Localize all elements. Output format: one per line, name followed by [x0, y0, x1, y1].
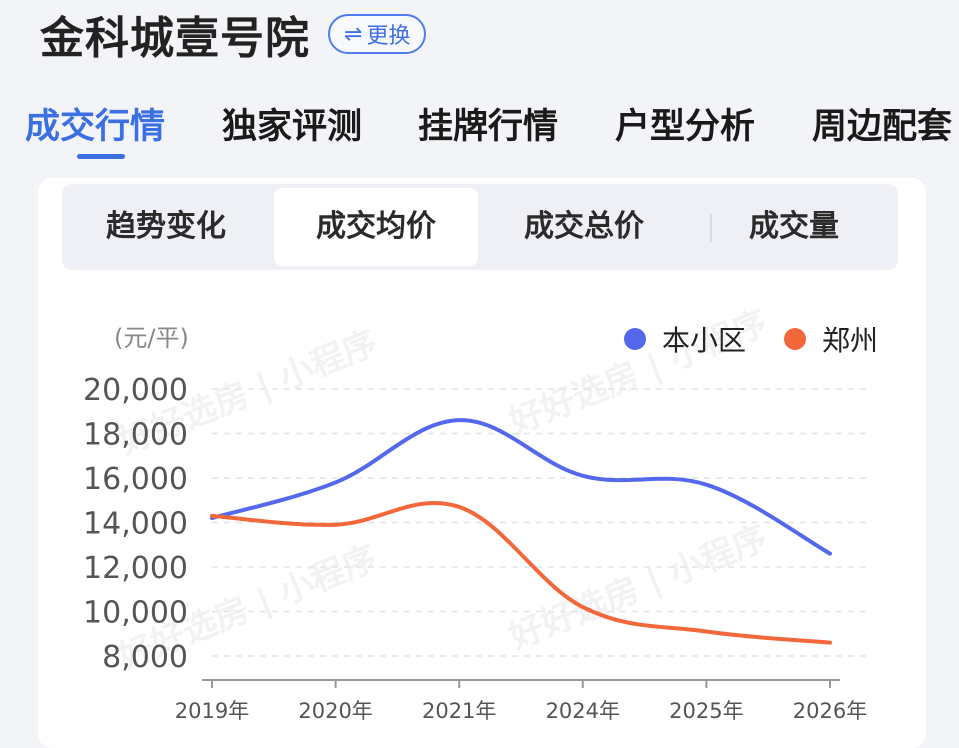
x-tick-label: 2025年: [669, 699, 743, 723]
legend-label-zhengzhou: 郑州: [822, 324, 878, 357]
x-axis-ticks: 2019年 2020年 2021年 2024年 2025年 2026年: [175, 680, 867, 723]
y-axis-unit-label: (元/平): [114, 324, 189, 352]
y-tick-label: 14,000: [83, 507, 188, 542]
y-tick-label: 8,000: [102, 640, 188, 675]
header: 金科城壹号院 ⇌ 更换: [40, 4, 427, 64]
legend-dot-zhengzhou: [784, 328, 806, 350]
subtab-total-price[interactable]: 成交总价: [524, 209, 644, 244]
x-tick-label: 2019年: [175, 699, 249, 723]
x-tick-label: 2020年: [298, 699, 372, 723]
x-tick-label: 2024年: [546, 699, 620, 723]
community-title: 金科城壹号院: [40, 13, 310, 64]
y-tick-label: 10,000: [83, 596, 188, 631]
switch-icon: ⇌: [344, 21, 363, 47]
y-axis-ticks: 20,000 18,000 16,000 14,000 12,000 10,000 8,00…: [83, 373, 188, 675]
chart-gridlines: [202, 388, 870, 681]
legend-dot-community: [624, 328, 646, 350]
x-tick-label: 2021年: [422, 699, 496, 723]
subtab-trend[interactable]: 趋势变化: [106, 209, 226, 244]
subtab-divider: [710, 214, 712, 242]
switch-community-button[interactable]: ⇌ 更换: [328, 14, 427, 54]
tab-transactions[interactable]: 成交行情: [25, 107, 166, 147]
series-line-community: [210, 418, 832, 556]
switch-label: 更换: [366, 24, 411, 49]
x-tick-label: 2026年: [793, 699, 867, 723]
subtab-volume[interactable]: 成交量: [749, 209, 839, 244]
y-tick-label: 20,000: [83, 373, 188, 408]
tab-evaluation[interactable]: 独家评测: [222, 107, 363, 147]
legend-label-community: 本小区: [662, 324, 746, 357]
y-tick-label: 16,000: [83, 462, 188, 497]
y-tick-label: 18,000: [83, 418, 188, 453]
tab-listings[interactable]: 挂牌行情: [418, 107, 559, 147]
tab-floorplan[interactable]: 户型分析: [615, 107, 756, 147]
chart-legend: 本小区 郑州: [624, 324, 878, 357]
subtab-bar: 趋势变化 成交均价 成交总价 成交量: [62, 184, 898, 270]
series-line-zhengzhou: [210, 500, 832, 645]
active-tab-indicator: [77, 154, 125, 159]
chart-card: 趋势变化 成交均价 成交总价 成交量: [38, 178, 926, 748]
subtab-avg-price[interactable]: 成交均价: [274, 188, 478, 266]
tab-surroundings[interactable]: 周边配套: [812, 107, 953, 147]
chart-series: [210, 418, 832, 645]
y-tick-label: 12,000: [83, 551, 188, 586]
main-tabs: 成交行情 独家评测 挂牌行情 户型分析 周边配套: [0, 92, 959, 162]
